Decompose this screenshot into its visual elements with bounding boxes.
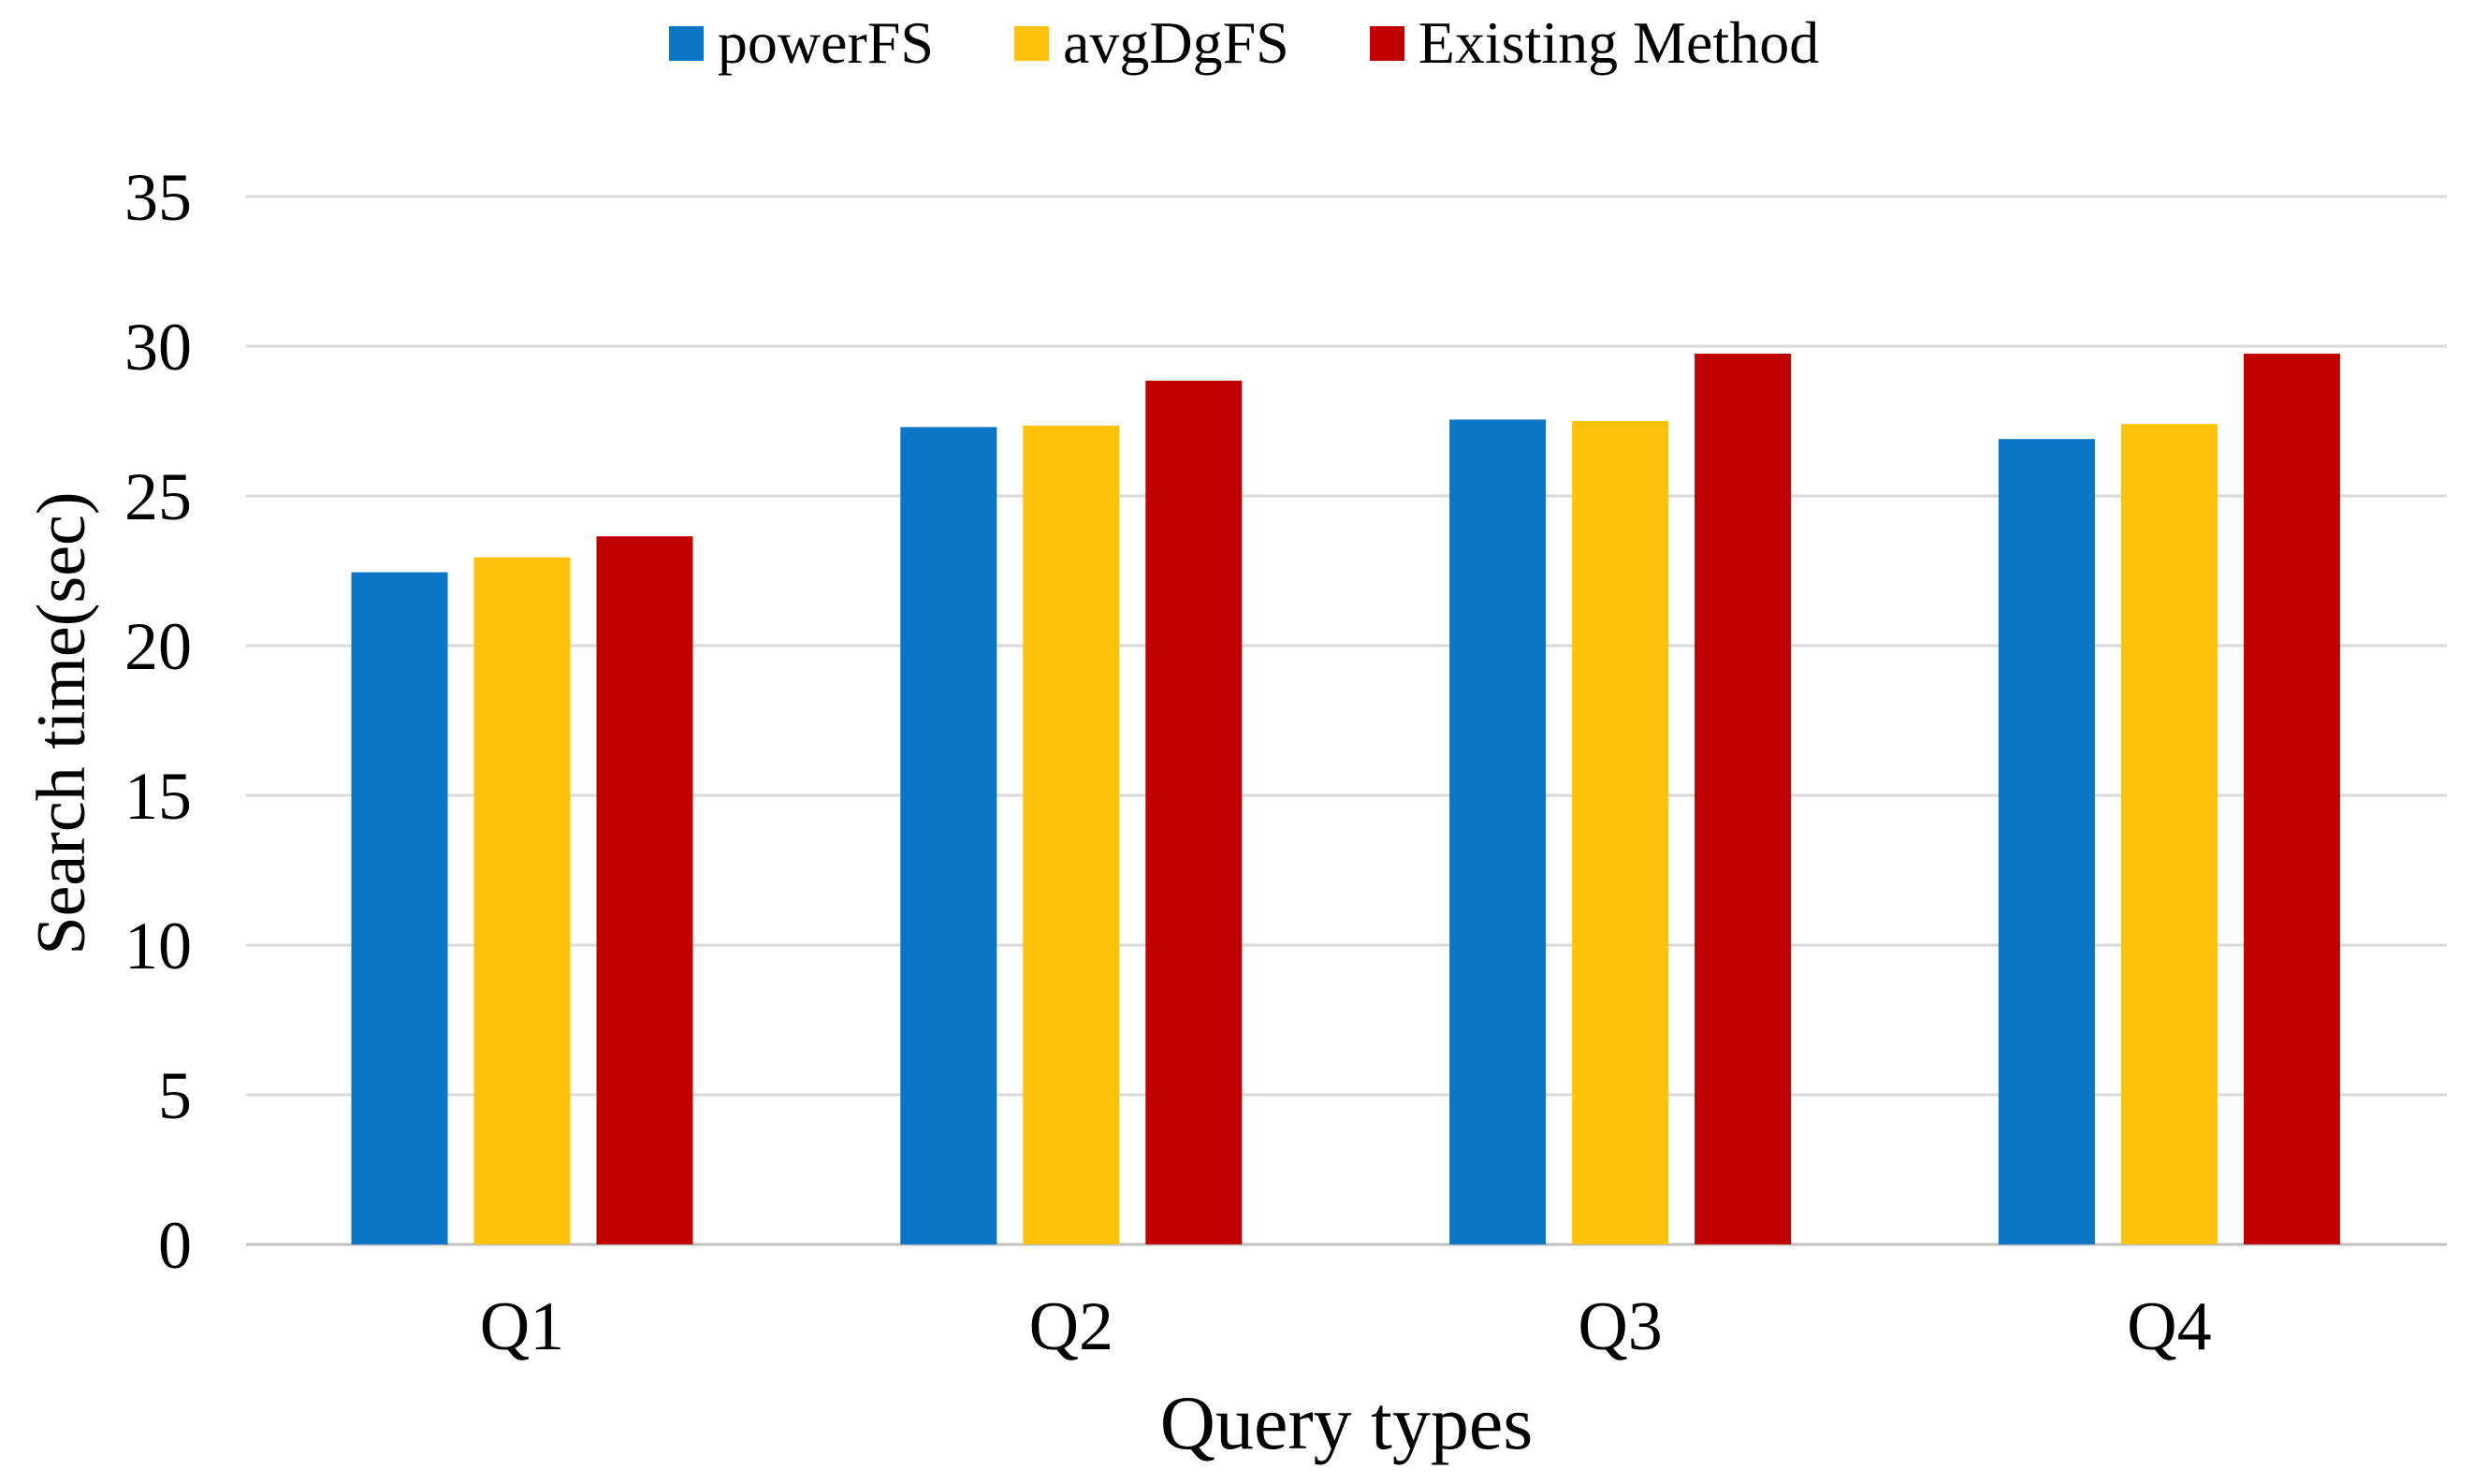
bar-powerfs-q1 xyxy=(351,572,448,1244)
y-tick-label: 35 xyxy=(124,160,192,235)
y-tick-label: 25 xyxy=(124,459,192,534)
chart-legend: powerFS avgDgFS Existing Method xyxy=(0,13,2488,73)
y-tick-label: 15 xyxy=(124,759,192,834)
bar-avgdgfs-q3 xyxy=(1572,421,1669,1244)
bar-existing-method-q3 xyxy=(1695,354,1792,1244)
bar-existing-method-q4 xyxy=(2243,354,2340,1244)
bar-powerfs-q2 xyxy=(900,427,997,1244)
y-tick-label: 10 xyxy=(124,909,192,983)
legend-label: powerFS xyxy=(717,9,934,76)
bar-powerfs-q4 xyxy=(1998,439,2095,1244)
y-tick-label: 0 xyxy=(158,1208,192,1283)
x-axis-title: Query types xyxy=(1159,1380,1534,1465)
y-tick-label: 30 xyxy=(124,310,192,385)
legend-item: powerFS xyxy=(668,9,934,76)
y-tick-label: 20 xyxy=(124,609,192,684)
legend-label: Existing Method xyxy=(1418,9,1820,76)
bar-existing-method-q1 xyxy=(596,536,693,1244)
x-tick-label: Q4 xyxy=(2127,1288,2211,1365)
x-tick-label: Q3 xyxy=(1578,1288,1662,1365)
y-tick-label: 5 xyxy=(158,1058,192,1133)
bar-avgdgfs-q4 xyxy=(2120,424,2218,1244)
legend-item: avgDgFS xyxy=(1013,9,1289,76)
legend-label: avgDgFS xyxy=(1062,9,1289,76)
legend-swatch-icon xyxy=(1013,25,1049,61)
bar-avgdgfs-q2 xyxy=(1023,425,1120,1244)
legend-item: Existing Method xyxy=(1369,9,1820,76)
x-tick-label: Q1 xyxy=(480,1288,564,1365)
legend-swatch-icon xyxy=(668,25,704,61)
legend-swatch-icon xyxy=(1369,25,1404,61)
bar-existing-method-q2 xyxy=(1145,380,1243,1244)
bar-powerfs-q3 xyxy=(1449,419,1547,1244)
x-tick-label: Q2 xyxy=(1029,1288,1113,1365)
bar-avgdgfs-q1 xyxy=(473,557,571,1244)
